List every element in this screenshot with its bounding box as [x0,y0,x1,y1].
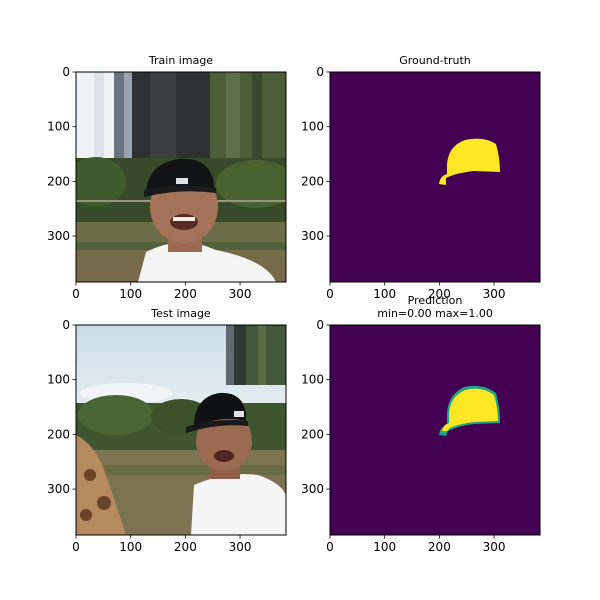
grass-stripe [76,465,286,475]
cap-brim [144,185,216,197]
white-shirt [191,474,286,535]
streak-band [114,72,124,162]
mask-background [330,325,540,535]
tree-canopy [78,395,154,435]
y-tick-label: 100 [47,373,70,387]
giraffe-spot [97,496,111,510]
x-tick-label: 0 [326,287,334,301]
cap-brim [186,419,248,433]
axes-frame [75,324,287,536]
x-tick-label: 0 [72,540,80,554]
x-tick-label: 100 [119,540,142,554]
panel-prediction [329,324,541,536]
streak-band [234,325,246,385]
panel-ground-truth [329,71,541,283]
tree-canopy [216,160,286,208]
panel-subtitle: min=0.00 max=1.00 [377,307,493,320]
mask-region-cap [442,388,498,431]
y-tick-label: 0 [62,318,70,332]
streak-band [94,72,104,162]
x-tick-label: 100 [373,540,396,554]
panel-title: Train image [148,54,213,67]
x-tick-label: 200 [428,287,451,301]
giraffe-spot [80,509,92,521]
axes-frame [75,71,287,283]
y-tick-label: 0 [316,65,324,79]
streak-band [150,72,176,162]
x-tick-label: 200 [174,540,197,554]
cap-logo [234,411,244,417]
y-tick-label: 0 [316,318,324,332]
x-tick-label: 0 [72,287,80,301]
x-tick-label: 300 [229,287,252,301]
giraffe-spot [84,469,96,481]
y-tick-label: 100 [301,120,324,134]
panel-title: Prediction [408,294,463,307]
y-tick-label: 100 [47,120,70,134]
x-tick-label: 100 [119,287,142,301]
black-cap [194,392,246,427]
y-tick-label: 200 [301,427,324,441]
panel-title: Ground-truth [399,54,471,67]
y-tick-label: 0 [62,65,70,79]
streak-band [226,325,234,385]
y-tick-label: 200 [301,174,324,188]
x-tick-label: 300 [229,540,252,554]
y-tick-label: 300 [301,229,324,243]
x-tick-label: 0 [326,540,334,554]
y-tick-label: 300 [47,229,70,243]
panel-title: Test image [150,307,211,320]
y-tick-label: 300 [47,482,70,496]
mask-region-cap [439,138,500,185]
mask-background [330,72,540,282]
axes-ground-truth: Ground-truth 0 100 200 300 0 100 200 300 [301,54,505,301]
y-tick-label: 100 [301,373,324,387]
x-tick-label: 100 [373,287,396,301]
x-tick-label: 200 [428,540,451,554]
x-tick-label: 200 [174,287,197,301]
x-tick-label: 300 [483,540,506,554]
tree-canopy [76,157,126,207]
axes-frame [329,71,541,283]
panel-test-image [75,324,287,536]
streak-band [258,325,266,385]
streak-band [124,72,132,162]
y-tick-label: 200 [47,174,70,188]
white-shirt [138,242,276,282]
y-tick-label: 200 [47,427,70,441]
teeth [173,217,195,221]
axes-train-image: Train image 0 100 200 300 0 100 200 300 [47,54,251,301]
mouth [170,214,198,230]
axes-frame [329,324,541,536]
panel-train-image [75,71,287,283]
streak-band [226,72,240,162]
cap-logo [176,178,188,184]
mouth [214,450,234,462]
axes-test-image: Test image 0 100 200 300 0 100 200 300 [47,307,251,554]
streak-band [210,72,286,162]
x-tick-label: 300 [483,287,506,301]
streak-band [252,72,262,162]
y-tick-label: 300 [301,482,324,496]
